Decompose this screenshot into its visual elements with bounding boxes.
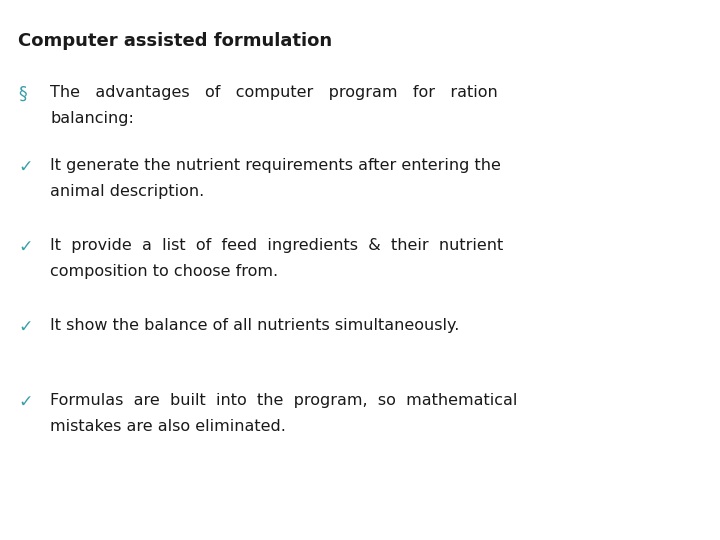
Text: composition to choose from.: composition to choose from.: [50, 264, 278, 279]
Text: It  provide  a  list  of  feed  ingredients  &  their  nutrient: It provide a list of feed ingredients & …: [50, 238, 503, 253]
Text: The   advantages   of   computer   program   for   ration: The advantages of computer program for r…: [50, 85, 498, 100]
Text: ✓: ✓: [18, 158, 32, 176]
Text: animal description.: animal description.: [50, 184, 204, 199]
Text: §: §: [18, 85, 27, 103]
Text: Formulas  are  built  into  the  program,  so  mathematical: Formulas are built into the program, so …: [50, 393, 518, 408]
Text: Computer assisted formulation: Computer assisted formulation: [18, 32, 332, 50]
Text: ✓: ✓: [18, 238, 32, 256]
Text: It show the balance of all nutrients simultaneously.: It show the balance of all nutrients sim…: [50, 318, 459, 333]
Text: mistakes are also eliminated.: mistakes are also eliminated.: [50, 419, 286, 434]
Text: ✓: ✓: [18, 393, 32, 411]
Text: balancing:: balancing:: [50, 111, 134, 126]
Text: It generate the nutrient requirements after entering the: It generate the nutrient requirements af…: [50, 158, 501, 173]
Text: ✓: ✓: [18, 318, 32, 336]
